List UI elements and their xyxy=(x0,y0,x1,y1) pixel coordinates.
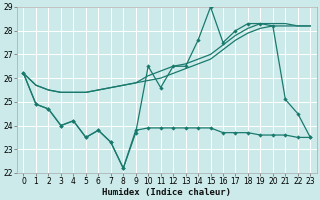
X-axis label: Humidex (Indice chaleur): Humidex (Indice chaleur) xyxy=(102,188,231,197)
